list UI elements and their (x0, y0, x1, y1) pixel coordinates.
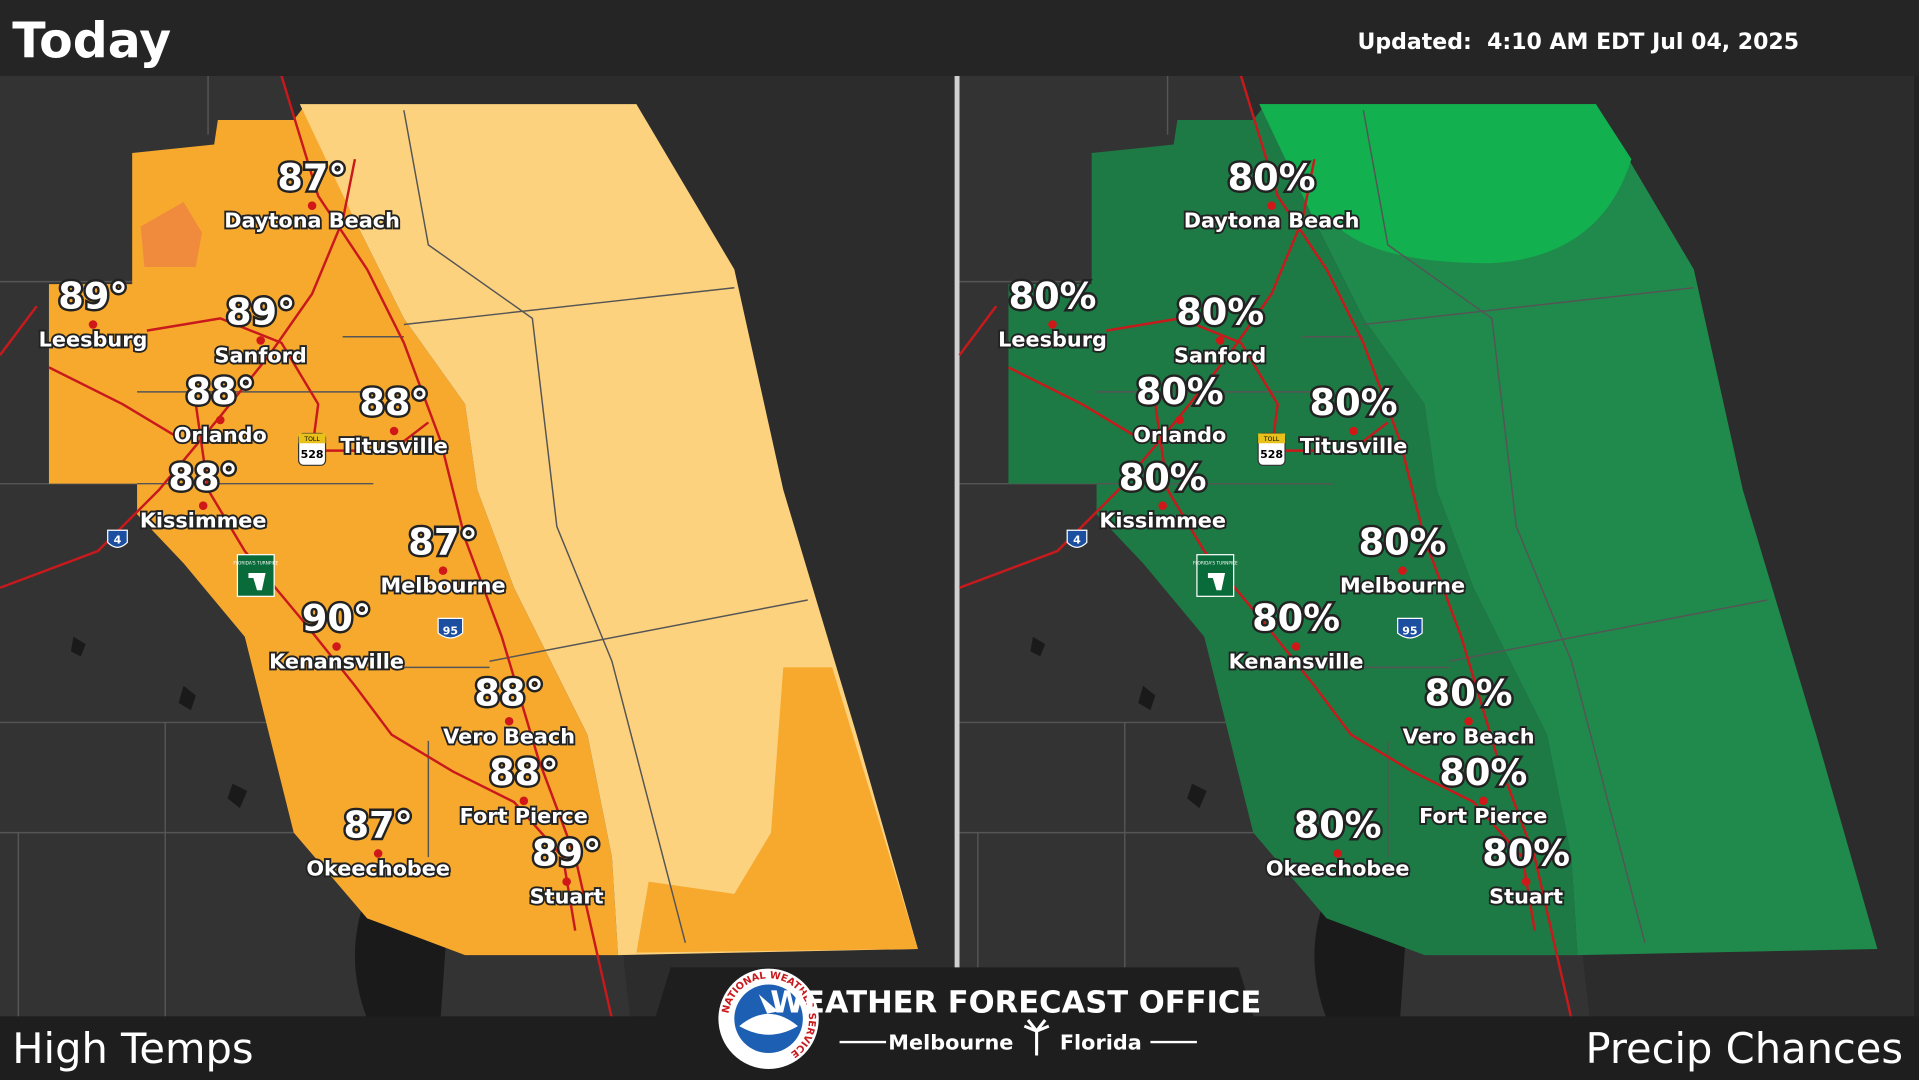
office-state: Florida (1060, 1030, 1142, 1054)
city-dot (1215, 336, 1225, 345)
city-name: Fort Pierce (460, 804, 588, 828)
office-city: Melbourne (888, 1030, 1013, 1054)
office-name: WEATHER FORECAST OFFICE (770, 986, 1261, 1021)
city-name: Fort Pierce (1419, 804, 1547, 828)
city-name: Okeechobee (306, 857, 450, 881)
city-value: 80% (1294, 804, 1382, 847)
city-value: 88° (186, 370, 255, 413)
city-dot (1291, 642, 1301, 651)
city-name: Daytona Beach (1184, 209, 1360, 233)
city-dot (307, 201, 317, 210)
city-dot (1267, 201, 1276, 210)
city-value: 80% (1228, 156, 1316, 199)
city-name: Stuart (530, 885, 604, 909)
title: Today (12, 13, 171, 70)
city-name: Kenansville (1229, 650, 1364, 674)
city-dot (256, 336, 265, 345)
city-value: 87° (408, 521, 477, 564)
city-value: 80% (1482, 832, 1570, 875)
city-value: 89° (58, 275, 127, 318)
right-panel-label: Precip Chances (1585, 1024, 1903, 1073)
city-dot (1158, 501, 1167, 510)
city-name: Sanford (1174, 343, 1266, 367)
city-name: Titusville (340, 434, 447, 458)
city-name: Kenansville (269, 650, 404, 674)
city-name: Orlando (174, 423, 267, 447)
turnpike-label: FLORIDA'S TURNPIKE (233, 560, 278, 566)
city-dot (504, 716, 514, 726)
city-name: Vero Beach (1403, 724, 1535, 748)
city-value: 87° (277, 156, 346, 199)
city-name: Orlando (1133, 423, 1226, 447)
city-name: Sanford (215, 343, 307, 367)
palm-icon (1023, 1019, 1050, 1056)
city-value: 80% (1310, 381, 1398, 424)
city-dot (1464, 716, 1473, 726)
city-name: Vero Beach (443, 724, 575, 748)
high-temps-map (0, 74, 956, 1021)
city-value: 80% (1425, 671, 1513, 714)
city-dot (1398, 566, 1407, 575)
city-dot (373, 849, 383, 858)
city-value: 80% (1252, 597, 1340, 640)
city-value: 88° (474, 671, 543, 714)
city-name: Melbourne (1340, 574, 1465, 598)
header-bar (0, 0, 1919, 76)
city-dot (1479, 796, 1488, 806)
city-name: Leesburg (39, 328, 148, 352)
i4-label: 4 (114, 534, 122, 547)
city-value: 89° (226, 290, 295, 333)
updated-time: Updated: 4:10 AM EDT Jul 04, 2025 (1358, 30, 1800, 55)
city-value: 87° (343, 804, 412, 847)
city-value: 88° (359, 381, 428, 424)
city-labels: 87° Daytona Beach 89° Leesburg 89° Sanford 88°… (37, 153, 1573, 910)
city-value: 80% (1359, 521, 1447, 564)
city-value: 80% (1009, 275, 1097, 318)
city-value: 80% (1119, 456, 1207, 499)
road-shields: TOLL 528 4 95 FLORIDA'S TURNPIKE (107, 432, 1423, 639)
city-dot (88, 320, 98, 329)
city-dot (1349, 426, 1358, 436)
city-dot (1175, 415, 1185, 425)
city-value: 80% (1176, 290, 1264, 333)
city-name: Melbourne (381, 574, 506, 598)
i95-label: 95 (443, 624, 458, 637)
left-panel-label: High Temps (12, 1024, 253, 1073)
nws-logo: NATIONAL WEATHER SERVICE (718, 968, 819, 1069)
city-dot (1048, 320, 1057, 329)
toll-label: TOLL (303, 436, 320, 443)
city-dot (332, 642, 341, 651)
city-dot (1521, 877, 1531, 886)
city-dot (198, 501, 208, 510)
city-dot (519, 796, 529, 806)
city-value: 89° (532, 832, 601, 875)
city-dot (216, 415, 225, 425)
city-name: Leesburg (998, 328, 1107, 352)
city-value: 88° (168, 456, 237, 499)
city-value: 88° (489, 751, 558, 794)
city-name: Stuart (1489, 885, 1563, 909)
city-dot (438, 566, 448, 575)
city-value: 80% (1439, 751, 1527, 794)
city-name: Kissimmee (140, 509, 267, 533)
city-dot (389, 426, 399, 436)
city-dot (562, 877, 571, 886)
city-name: Okeechobee (1266, 857, 1410, 881)
city-value: 80% (1136, 370, 1224, 413)
city-name: Daytona Beach (224, 209, 400, 233)
city-value: 90° (302, 597, 371, 640)
sr528-label: 528 (301, 448, 324, 461)
precip-chances-map (958, 74, 1915, 1021)
city-name: Titusville (1300, 434, 1407, 458)
city-name: Kissimmee (1099, 509, 1226, 533)
city-dot (1333, 849, 1342, 858)
